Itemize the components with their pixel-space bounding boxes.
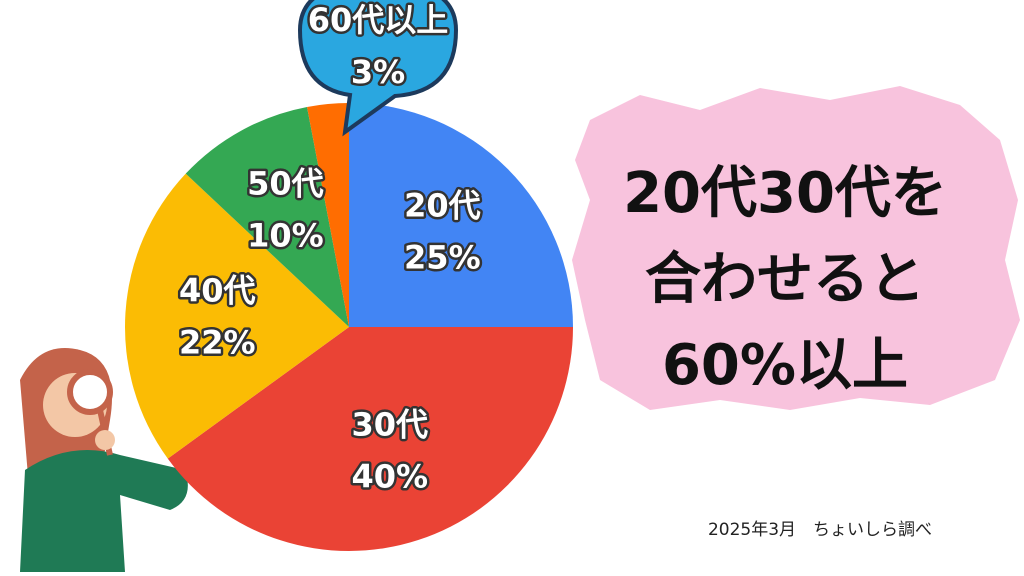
- slice-category-label: 40代: [179, 272, 256, 310]
- slice-category-label: 60代以上: [308, 1, 449, 39]
- slice-category-label: 20代: [404, 187, 481, 225]
- girl-illustration: [20, 348, 188, 572]
- pie-slice: [124, 173, 349, 459]
- slice-category-label: 50代: [247, 164, 324, 202]
- pink-brush: [572, 86, 1020, 410]
- pie-slice: [349, 103, 573, 327]
- slice-value-label: 22%: [179, 324, 256, 362]
- slice-value-label: 10%: [247, 216, 324, 254]
- slice-value-label: 3%: [351, 53, 405, 91]
- source-note: 2025年3月 ちょいしら調べ: [708, 520, 932, 540]
- speech-bubble: [297, 0, 459, 137]
- pie-slice: [185, 106, 349, 328]
- slice-value-label: 40%: [351, 458, 428, 496]
- pie-slice: [307, 103, 349, 327]
- slice-category-label: 30代: [352, 406, 429, 444]
- annotation-line: 合わせると: [645, 247, 925, 312]
- slice-value-label: 25%: [404, 239, 481, 277]
- annotation-line: 20代30代を: [623, 161, 947, 226]
- annotation-line: 60%以上: [662, 333, 908, 398]
- pie-slice: [167, 327, 573, 552]
